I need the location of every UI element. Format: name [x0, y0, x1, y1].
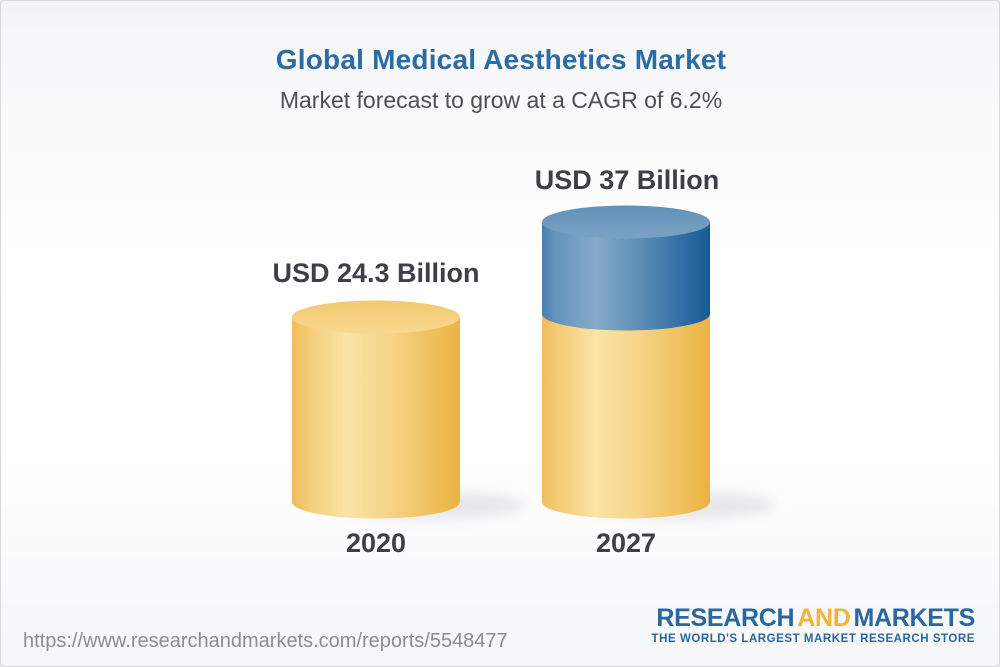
x-axis-label-2027: 2027: [595, 528, 657, 558]
bar-2027-base-segment: [542, 314, 710, 519]
logo-word-and: AND: [797, 604, 851, 632]
bar-value-label-2020: USD 24.3 Billion: [272, 258, 480, 288]
bar-2027: [542, 205, 710, 519]
bar-value-label-2027: USD 37 Billion: [534, 165, 720, 195]
research-and-markets-logo: RESEARCH AND MARKETS THE WORLD'S LARGEST M…: [651, 605, 976, 645]
report-source-url: https://www.researchandmarkets.com/repor…: [23, 630, 508, 652]
bar-2020: [292, 300, 460, 519]
logo-tagline: THE WORLD'S LARGEST MARKET RESEARCH STOR…: [651, 633, 975, 645]
logo-wordmark: RESEARCH AND MARKETS: [652, 605, 975, 631]
logo-word-markets: MARKETS: [853, 604, 975, 632]
logo-word-research: RESEARCH: [656, 604, 795, 632]
bar-2027-growth-segment: [542, 205, 710, 331]
x-axis-label-2020: 2020: [345, 528, 407, 558]
chart-title: Global Medical Aesthetics Market: [275, 44, 727, 75]
chart-subtitle: Market forecast to grow at a CAGR of 6.2…: [279, 87, 723, 113]
